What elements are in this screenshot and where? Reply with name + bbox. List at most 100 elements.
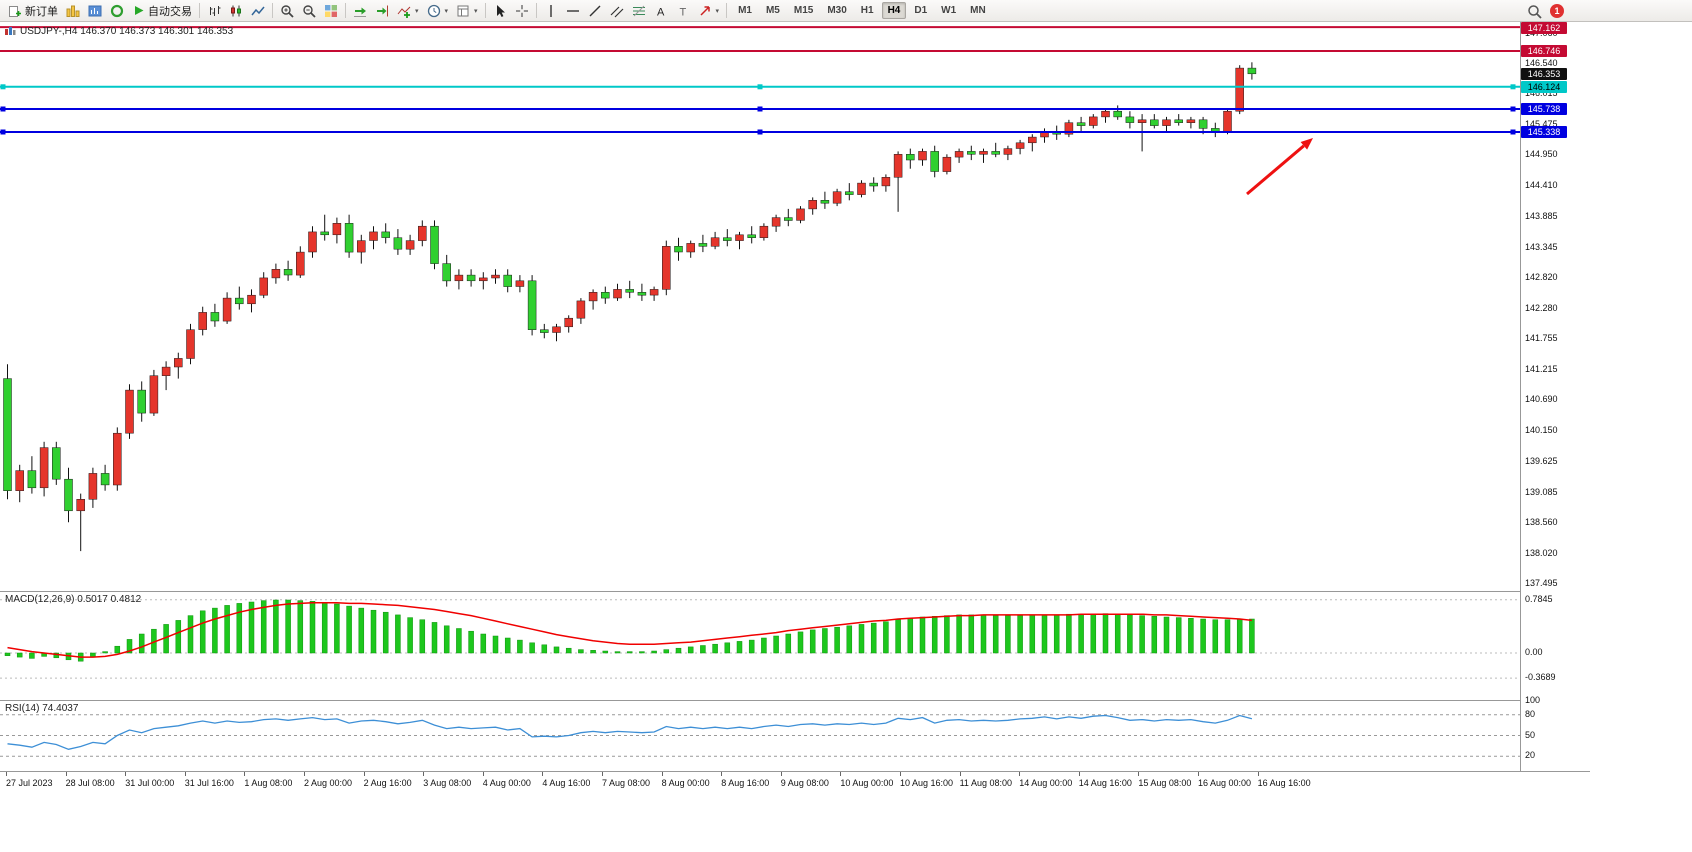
macd-histogram-bar (797, 631, 804, 654)
macd-histogram-bar (468, 630, 474, 654)
timeframe-button-M1[interactable]: M1 (738, 5, 752, 16)
notification-badge[interactable]: 1 (1550, 4, 1564, 18)
timeframe-button-D1[interactable]: D1 (914, 5, 928, 16)
rsi-panel (0, 700, 1520, 771)
macd-histogram-bar (492, 635, 499, 654)
timeframe-button-M30[interactable]: M30 (827, 5, 847, 16)
macd-histogram-bar (931, 616, 938, 654)
cursor-icon (496, 4, 505, 17)
timeframe-button-H4[interactable]: H4 (881, 2, 907, 19)
new-order-button[interactable]: 新订单 (4, 2, 62, 20)
crosshair-button[interactable] (511, 2, 533, 20)
candlestick (1211, 122, 1220, 138)
vertical-line-tool[interactable] (540, 2, 562, 20)
toolbar-separator (199, 3, 200, 18)
macd-histogram-bar (395, 614, 401, 654)
navigator-button[interactable] (106, 2, 128, 20)
candlestick (308, 226, 317, 258)
candlestick (527, 275, 537, 336)
templates-button[interactable]: ▾ (452, 2, 482, 20)
candlestick (15, 464, 24, 503)
time-axis-label: 4 Aug 16:00 (542, 778, 591, 788)
macd-histogram-bar (761, 637, 767, 654)
price-line-146.124[interactable] (0, 84, 1520, 90)
horizontal-line-tool[interactable] (562, 2, 584, 20)
macd-histogram-bar (1139, 615, 1145, 654)
arrows-tool[interactable]: ▾ (694, 2, 724, 20)
svg-text:A: A (657, 6, 665, 18)
time-axis-label: 31 Jul 00:00 (125, 778, 175, 788)
line-chart-button[interactable] (247, 2, 269, 20)
text-label-tool[interactable]: T (672, 2, 694, 20)
macd-histogram-bar (1175, 617, 1182, 654)
indicators-button[interactable]: ▾ (393, 2, 423, 20)
candlestick (979, 148, 988, 163)
zoom-out-icon (303, 4, 316, 18)
zoom-in-button[interactable] (276, 2, 298, 20)
time-axis-tick (1138, 772, 1140, 776)
timeframe-button-MN[interactable]: MN (970, 5, 986, 16)
auto-scroll-button[interactable] (349, 2, 371, 20)
price-scale[interactable] (1520, 22, 1591, 771)
chart-title-text: USDJPY-,H4 146.370 146.373 146.301 146.3… (20, 26, 234, 37)
time-axis[interactable]: 27 Jul 2023 28 Jul 08:00 31 Jul 00:00 31 Ju… (0, 771, 1590, 798)
auto-scroll-icon (354, 7, 366, 17)
periods-button[interactable]: ▾ (423, 2, 453, 20)
candlestick (161, 361, 171, 391)
fibonacci-tool[interactable] (628, 2, 650, 20)
timeframe-button-W1[interactable]: W1 (941, 5, 957, 16)
chevron-down-icon: ▾ (415, 7, 419, 15)
timeframe-button-M5[interactable]: M5 (765, 5, 780, 16)
tile-windows-icon (325, 4, 337, 17)
candlestick (454, 269, 464, 290)
zoom-in-icon (281, 4, 294, 18)
price-line-145.338[interactable] (0, 129, 1520, 135)
zoom-out-button[interactable] (298, 2, 320, 20)
candlestick (210, 303, 220, 327)
trendline-tool[interactable] (584, 2, 606, 20)
candlestick (540, 323, 549, 339)
text-tool[interactable]: A (650, 2, 672, 20)
time-axis-label: 2 Aug 00:00 (304, 778, 353, 788)
macd-histogram-bar (1249, 618, 1255, 654)
macd-histogram-bar (114, 645, 121, 654)
candlestick (723, 229, 732, 247)
price-tick-label: 137.495 (1525, 578, 1558, 588)
cursor-button[interactable] (489, 2, 511, 20)
macd-histogram-bar (321, 602, 328, 654)
auto-trading-button[interactable]: 自动交易 (128, 2, 196, 20)
candlestick (588, 289, 598, 310)
timeframe-button-M15[interactable]: M15 (793, 5, 814, 16)
timeframe-button-H1[interactable]: H1 (860, 5, 874, 16)
time-axis-label: 7 Aug 08:00 (602, 778, 651, 788)
price-tick-label: 142.820 (1525, 271, 1558, 282)
candlestick (1247, 62, 1257, 80)
chart-profiles-button[interactable] (62, 2, 84, 20)
chart-shift-button[interactable] (371, 2, 393, 20)
candlestick (698, 234, 708, 253)
candlestick (1223, 108, 1232, 135)
price-tick-label: 145.475 (1525, 119, 1558, 130)
time-axis-tick (661, 772, 663, 776)
tile-windows-button[interactable] (320, 2, 342, 20)
price-tick-label: 140.690 (1525, 394, 1558, 405)
macd-histogram-bar (1005, 615, 1011, 654)
search-icon[interactable] (1527, 4, 1542, 19)
market-watch-button[interactable] (84, 2, 106, 20)
candlestick (930, 145, 939, 178)
price-line-145.738[interactable] (0, 106, 1520, 112)
toolbar-separator (726, 3, 728, 18)
time-axis-tick (65, 772, 67, 776)
time-axis-tick (1078, 772, 1080, 776)
macd-histogram-bar (907, 618, 914, 654)
time-axis-label: 9 Aug 08:00 (780, 778, 829, 788)
bar-chart-button[interactable] (203, 2, 225, 20)
channel-tool[interactable] (606, 2, 628, 20)
price-chart[interactable] (0, 22, 1520, 592)
macd-histogram-bar (1066, 613, 1072, 654)
macd-histogram-bar (285, 599, 291, 654)
candlestick-chart-button[interactable] (225, 2, 247, 20)
price-tick-label: 140.150 (1525, 425, 1558, 436)
time-axis-tick (780, 772, 782, 776)
annotation-arrow[interactable] (1246, 138, 1313, 196)
